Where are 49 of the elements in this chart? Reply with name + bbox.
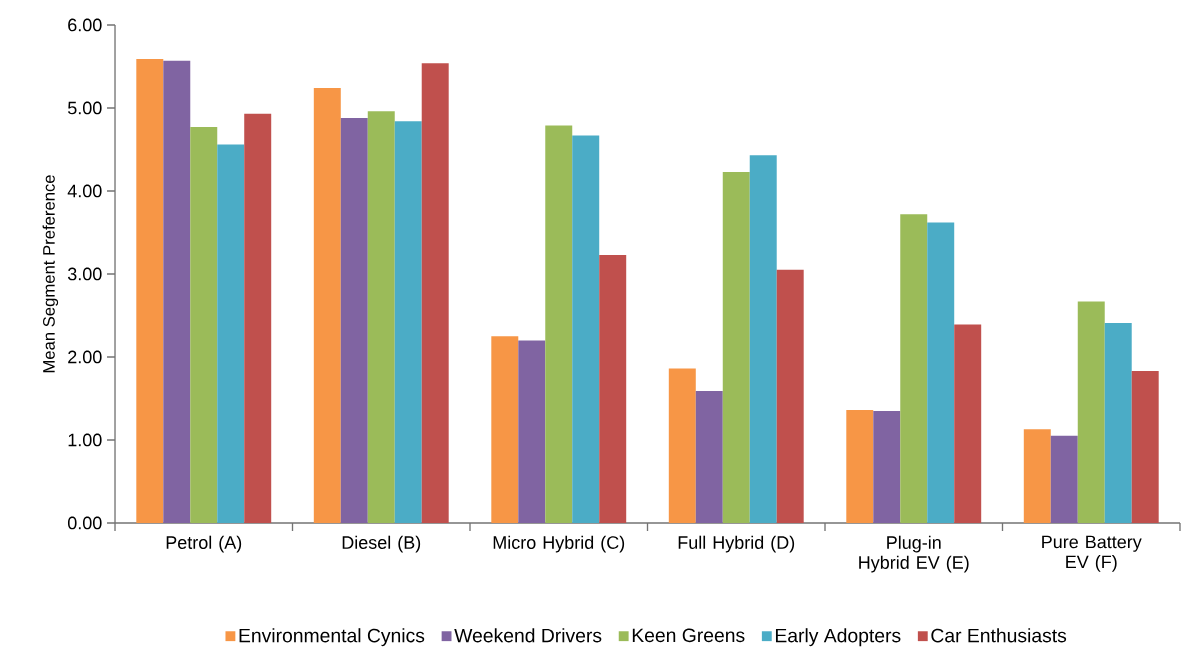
bar — [518, 340, 546, 523]
y-tick-label: 3.00 — [67, 267, 102, 281]
x-tick-label: Full Hybrid (D) — [678, 535, 795, 553]
legend-label: Keen Greens — [632, 628, 745, 643]
bar — [1050, 435, 1078, 523]
bar — [1077, 301, 1105, 523]
bar — [244, 113, 272, 523]
bar — [367, 111, 395, 523]
x-tick-label: Diesel (B) — [342, 535, 421, 553]
y-tick-label: 1.00 — [68, 433, 102, 447]
bar — [163, 60, 191, 523]
y-axis-title: Mean Segment Preference — [42, 175, 59, 373]
y-tick-label: 0.00 — [67, 516, 102, 530]
bar — [1131, 371, 1159, 523]
bar — [217, 144, 245, 523]
bar — [722, 171, 750, 523]
bar — [340, 117, 368, 523]
bar — [668, 368, 696, 523]
bar — [1104, 322, 1132, 523]
y-tick-label: 6.00 — [68, 18, 102, 32]
bar — [873, 410, 901, 523]
bar — [846, 410, 874, 523]
bar — [421, 63, 449, 523]
x-tick-label: Petrol (A) — [166, 535, 242, 553]
x-tick-label: Pure Battery EV (F) — [1042, 535, 1142, 572]
legend-label: Weekend Drivers — [454, 628, 602, 643]
bar — [599, 254, 627, 523]
legend-label: Early Adopters — [775, 628, 901, 647]
y-tick-label: 5.00 — [67, 101, 102, 115]
bar — [394, 121, 422, 523]
bar — [313, 88, 341, 523]
bar — [136, 59, 164, 523]
bar — [776, 269, 804, 523]
legend-label: Environmental Cynics — [239, 628, 425, 647]
bar — [927, 222, 955, 523]
bar — [695, 391, 723, 523]
bar — [1023, 429, 1051, 523]
bar — [900, 214, 928, 523]
bar — [545, 125, 573, 523]
bar — [572, 135, 600, 523]
x-tick-label: Plug-in Hybrid EV (E) — [859, 535, 969, 573]
bar — [954, 324, 982, 523]
bar — [190, 127, 218, 523]
bar — [749, 155, 777, 523]
x-tick-label: Micro Hybrid (C) — [493, 535, 625, 553]
legend-label: Car Enthusiasts — [931, 628, 1067, 643]
y-tick-label: 2.00 — [68, 350, 102, 364]
bar — [491, 336, 519, 523]
y-tick-label: 4.00 — [67, 184, 102, 198]
